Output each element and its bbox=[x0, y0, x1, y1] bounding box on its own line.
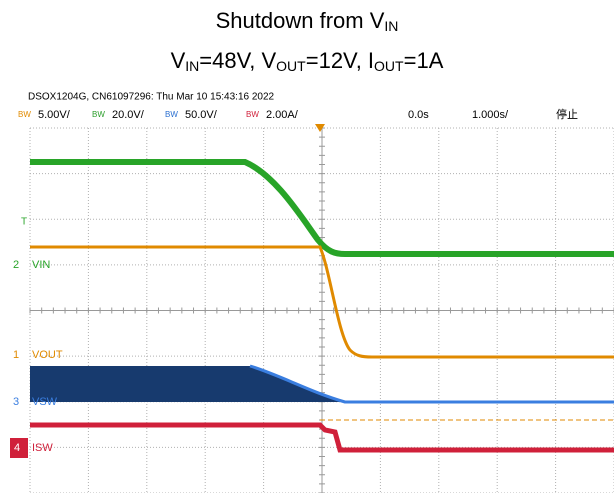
ch4-box bbox=[10, 438, 28, 458]
ch-scale: 2.00A/ bbox=[266, 109, 299, 121]
trace-vout bbox=[30, 245, 614, 359]
channel-row: BW 5.00V/ BW 20.0V/ BW 50.0V/ BW 2.00A/ … bbox=[18, 107, 578, 121]
ch-label: VOUT bbox=[32, 349, 63, 361]
title-text: Shutdown from V bbox=[215, 8, 385, 33]
ch-label: VSW bbox=[32, 396, 58, 408]
ch-number: 4 bbox=[14, 442, 20, 454]
title-sub: OUT bbox=[374, 58, 404, 74]
status: 停止 bbox=[556, 107, 578, 121]
grid bbox=[29, 127, 614, 493]
ch-label: VIN bbox=[32, 259, 50, 271]
trace-vsw bbox=[249, 364, 614, 404]
trace-isw bbox=[30, 422, 614, 453]
title-text: =48V, V bbox=[199, 48, 277, 73]
bw: BW bbox=[246, 110, 259, 119]
trigger-marker: T bbox=[21, 217, 27, 228]
trace-vin bbox=[30, 159, 614, 257]
bw: BW bbox=[92, 110, 105, 119]
title-sub: OUT bbox=[276, 58, 306, 74]
title-line2: VIN=48V, VOUT=12V, IOUT=1A bbox=[0, 48, 614, 74]
bw: BW bbox=[18, 110, 31, 119]
ch-scale: 20.0V/ bbox=[112, 109, 145, 121]
ch-scale: 5.00V/ bbox=[38, 109, 71, 121]
title-sub: IN bbox=[384, 18, 399, 34]
timebase: 1.000s/ bbox=[472, 109, 509, 121]
trace-vsw-fill bbox=[30, 366, 345, 402]
ch-label: ISW bbox=[32, 442, 53, 454]
title-text: =1A bbox=[403, 48, 444, 73]
bw: BW bbox=[165, 110, 178, 119]
title-text: V bbox=[170, 48, 186, 73]
ch-number: 1 bbox=[13, 349, 19, 361]
title-line1: Shutdown from VIN bbox=[0, 8, 614, 34]
delay: 0.0s bbox=[408, 109, 429, 121]
trigger-pos bbox=[315, 124, 325, 132]
title-sub: IN bbox=[185, 58, 200, 74]
ch-number: 2 bbox=[13, 259, 19, 271]
ch-scale: 50.0V/ bbox=[185, 109, 218, 121]
ch-number: 3 bbox=[13, 396, 19, 408]
title-text: =12V, I bbox=[305, 48, 375, 73]
scope-info: DSOX1204G, CN61097296: Thu Mar 10 15:43:… bbox=[28, 92, 275, 103]
